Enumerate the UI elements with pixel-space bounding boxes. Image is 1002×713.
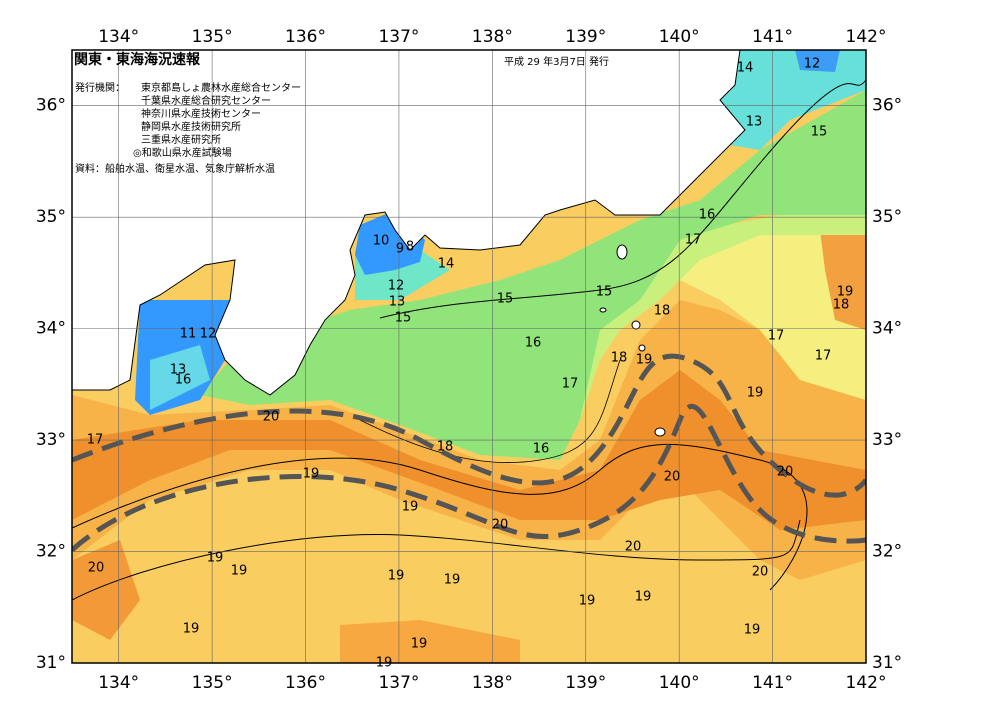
data-source: 資料：船舶水温、衛星水温、気象庁解析水温 [75, 162, 275, 175]
lon-label: 139° [565, 27, 606, 47]
contour-label: 8 [406, 240, 414, 255]
lon-label: 136° [285, 673, 326, 693]
issuer: 静岡県水産技術研究所 [141, 120, 241, 133]
lon-label: 136° [285, 27, 326, 47]
contour-label: 15 [811, 125, 828, 140]
title: 関東・東海海況速報 [74, 51, 201, 68]
contour-label: 19 [207, 551, 224, 566]
contour-label: 15 [596, 285, 613, 300]
contour-label: 15 [395, 311, 412, 326]
contour-label: 19 [744, 623, 761, 638]
contour-label: 19 [388, 569, 405, 584]
contour-label: 16 [699, 208, 716, 223]
issuer: 三重県水産研究所 [141, 133, 221, 146]
contour-label: 12 [804, 57, 821, 72]
issuer-label: 発行機関： [75, 81, 125, 94]
issuer: ◎和歌山県水産試験場 [133, 146, 232, 159]
contour-label: 19 [183, 622, 200, 637]
lat-label: 33° [872, 430, 902, 450]
contour-label: 16 [525, 336, 542, 351]
contour-label: 19 [444, 573, 461, 588]
contour-label: 19 [579, 594, 596, 609]
contour-label: 18 [437, 440, 454, 455]
contour-label: 17 [768, 329, 785, 344]
contour-label: 19 [303, 467, 320, 482]
lon-label: 137° [378, 673, 419, 693]
lon-label: 141° [752, 27, 793, 47]
contour-label: 19 [411, 637, 428, 652]
contour-label: 19 [837, 285, 854, 300]
contour-label: 19 [231, 564, 248, 579]
contour-label: 13 [389, 295, 406, 310]
lon-label: 135° [192, 27, 233, 47]
contour-label: 14 [737, 61, 754, 76]
contour-label: 16 [533, 442, 550, 457]
issue-date: 平成 29 年3月7日 発行 [504, 55, 609, 68]
lon-label: 142° [846, 673, 887, 693]
lat-label: 35° [36, 207, 66, 227]
contour-label: 17 [815, 349, 832, 364]
contour-label: 19 [747, 386, 764, 401]
lon-label: 135° [192, 673, 233, 693]
lat-label: 32° [36, 542, 66, 562]
contour-label: 17 [685, 233, 702, 248]
contour-label: 18 [654, 304, 671, 319]
contour-label: 10 [373, 234, 390, 249]
contour-label: 16 [175, 373, 192, 388]
lat-label: 36° [872, 96, 902, 116]
contour-label: 20 [752, 565, 769, 580]
lon-label: 140° [659, 27, 700, 47]
lon-label: 134° [98, 27, 139, 47]
lon-label: 138° [472, 27, 513, 47]
contour-label: 19 [376, 656, 393, 671]
contour-label: 15 [497, 292, 514, 307]
lon-label: 141° [752, 673, 793, 693]
lon-label: 138° [472, 673, 513, 693]
contour-label: 17 [562, 377, 579, 392]
contour-label: 20 [625, 540, 642, 555]
sea-surface [72, 50, 866, 663]
lon-label: 137° [378, 27, 419, 47]
contour-label: 20 [664, 470, 681, 485]
contour-label: 12 [200, 327, 217, 342]
contour-label: 17 [87, 433, 104, 448]
contour-label: 19 [636, 353, 653, 368]
issuer: 千葉県水産総合研究センター [141, 94, 271, 107]
contour-label: 13 [746, 115, 763, 130]
contour-label: 20 [777, 465, 794, 480]
lat-label: 31° [872, 653, 902, 673]
lon-label: 140° [659, 673, 700, 693]
lon-label: 134° [98, 673, 139, 693]
contour-label: 18 [611, 351, 628, 366]
lat-label: 31° [36, 653, 66, 673]
lat-label: 33° [36, 430, 66, 450]
contour-label: 19 [635, 590, 652, 605]
lat-label: 36° [36, 96, 66, 116]
lat-label: 34° [36, 319, 66, 339]
contour-label: 20 [88, 561, 105, 576]
contour-label: 14 [438, 257, 455, 272]
lat-label: 34° [872, 319, 902, 339]
map-frame [71, 49, 867, 664]
contour-label: 13 [170, 363, 187, 378]
lon-label: 139° [565, 673, 606, 693]
contour-label: 20 [263, 410, 280, 425]
issuer: 東京都島しょ農林水産総合センター [141, 81, 301, 94]
lat-label: 35° [872, 207, 902, 227]
issuer: 神奈川県水産技術センター [141, 107, 261, 120]
contour-label: 9 [396, 242, 404, 257]
contour-label: 12 [388, 279, 405, 294]
lon-label: 142° [846, 27, 887, 47]
contour-label: 18 [833, 298, 850, 313]
contour-label: 11 [180, 327, 197, 342]
contour-label: 19 [402, 500, 419, 515]
contour-label: 20 [492, 518, 509, 533]
lat-label: 32° [872, 542, 902, 562]
